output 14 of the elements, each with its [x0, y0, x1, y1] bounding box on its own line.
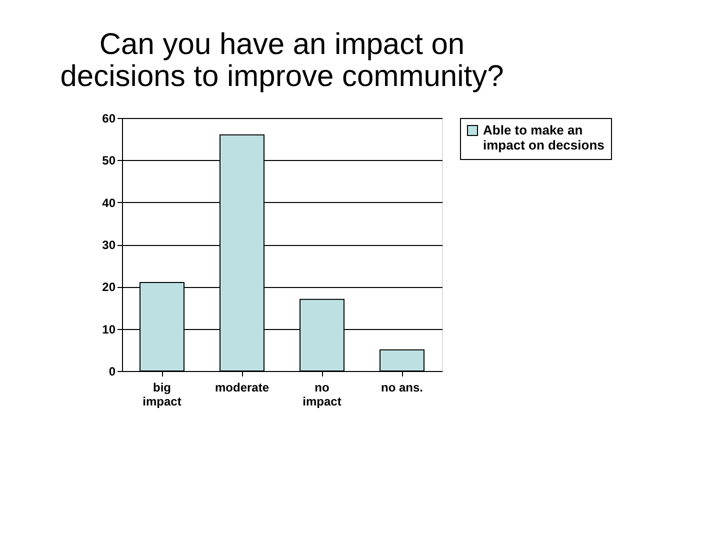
y-tick-label: 60: [102, 112, 116, 126]
x-tick-label: no ans.: [380, 380, 424, 394]
y-tick-label: 30: [102, 238, 116, 252]
x-tick-label: big impact: [142, 380, 182, 408]
y-tick-label: 20: [102, 280, 116, 294]
legend-label: Able to make an impact on decsions: [483, 122, 604, 152]
x-tick-label: no impact: [302, 380, 342, 408]
y-tick-label: 0: [108, 364, 116, 378]
text: decisions to improve community?: [60, 60, 504, 93]
y-tick-label: 10: [102, 322, 116, 336]
x-tick-label: moderate: [214, 380, 270, 394]
y-tick-label: 40: [102, 196, 116, 210]
text: Can you have an impact on: [99, 28, 465, 61]
y-tick-label: 50: [102, 154, 116, 168]
